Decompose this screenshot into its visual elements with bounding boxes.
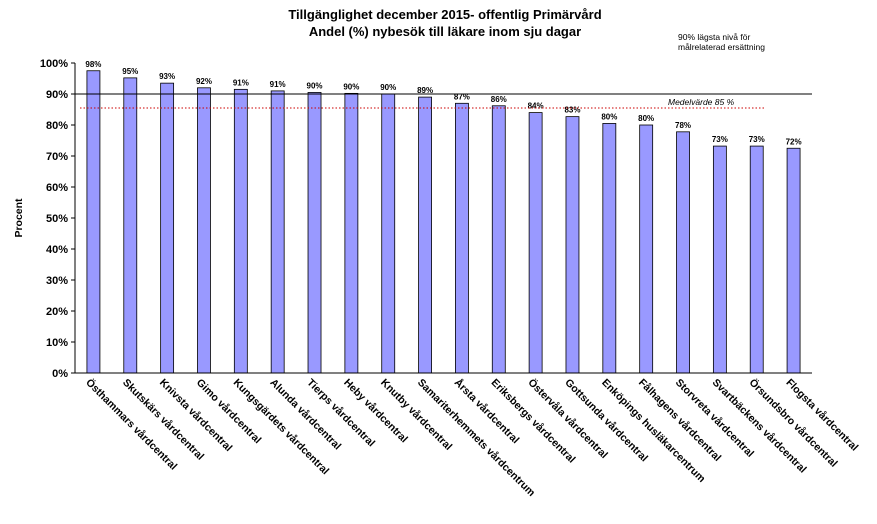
data-label: 90% — [380, 83, 396, 92]
bars-group — [86, 70, 801, 374]
data-label: 80% — [601, 112, 617, 121]
data-label: 78% — [675, 121, 691, 130]
y-tick-label: 30% — [46, 275, 68, 287]
bar — [491, 105, 506, 374]
data-label: 89% — [417, 86, 433, 95]
data-label: 72% — [786, 137, 802, 146]
data-label: 98% — [85, 60, 101, 69]
chart-subtitle: Andel (%) nybesök till läkare inom sju d… — [309, 24, 581, 39]
bar — [160, 82, 175, 374]
data-label: 92% — [196, 77, 212, 86]
y-tick-label: 0% — [52, 368, 68, 380]
data-label: 90% — [307, 81, 323, 90]
y-tick-label: 60% — [46, 182, 68, 194]
y-tick-label: 20% — [46, 306, 68, 318]
bar — [749, 145, 764, 374]
data-label: 84% — [528, 102, 544, 111]
average-label: Medelvärde 85 % — [668, 97, 735, 107]
bar — [712, 145, 727, 374]
data-label: 90% — [343, 82, 359, 91]
data-label: 73% — [712, 135, 728, 144]
y-tick-label: 80% — [46, 120, 68, 132]
bar — [197, 87, 211, 374]
data-label: 87% — [454, 92, 470, 101]
data-label: 91% — [233, 78, 249, 87]
bar — [233, 88, 248, 374]
y-axis-ticks: 0% 10% 20% 30% 40% 50% 60% 70% 80% 90% 100% — [40, 58, 75, 380]
bar — [455, 102, 469, 374]
y-tick-label: 70% — [46, 151, 68, 163]
data-label: 86% — [491, 95, 507, 104]
category-label: Flogsta vårdcentral — [783, 377, 860, 454]
bar — [344, 92, 359, 374]
y-tick-label: 90% — [46, 89, 68, 101]
target-note-line-2: målrelaterad ersättning — [678, 42, 765, 52]
bar — [639, 124, 654, 374]
category-label: Gimo vårdcentral — [194, 377, 264, 447]
y-tick-label: 50% — [46, 213, 68, 225]
y-tick-label: 10% — [46, 337, 68, 349]
bar — [307, 92, 322, 374]
bar — [123, 77, 138, 374]
bar — [270, 90, 285, 374]
category-label: Tierps vårdcentral — [304, 377, 377, 450]
chart-title: Tillgänglighet december 2015- offentlig … — [288, 7, 601, 22]
data-label: 93% — [159, 72, 175, 81]
bar — [528, 112, 543, 374]
y-tick-label: 40% — [46, 244, 68, 256]
y-axis-label: Procent — [13, 198, 25, 238]
bar — [602, 123, 617, 374]
category-label: Heby vårdcentral — [341, 377, 410, 446]
category-label: Knutby vårdcentral — [378, 377, 454, 453]
data-label: 80% — [638, 114, 654, 123]
data-label: 95% — [122, 67, 138, 76]
bar — [381, 93, 396, 374]
data-labels-group: 98% 95% 93% 92% 91% 91% 90% 90% 90% 89% 87% 86% 84% 8… — [85, 60, 801, 147]
bar — [86, 70, 101, 374]
target-note-line-1: 90% lägsta nivå för — [678, 32, 750, 42]
bar — [676, 131, 690, 374]
data-label: 83% — [564, 106, 580, 115]
category-label: Årsta vårdcentral — [452, 376, 522, 446]
data-label: 73% — [749, 135, 765, 144]
data-label: 91% — [270, 80, 286, 89]
y-tick-label: 100% — [40, 58, 68, 70]
category-label: Alunda vårdcentral — [268, 377, 344, 453]
bar — [565, 116, 580, 374]
bar — [786, 147, 801, 374]
bar — [418, 96, 432, 374]
